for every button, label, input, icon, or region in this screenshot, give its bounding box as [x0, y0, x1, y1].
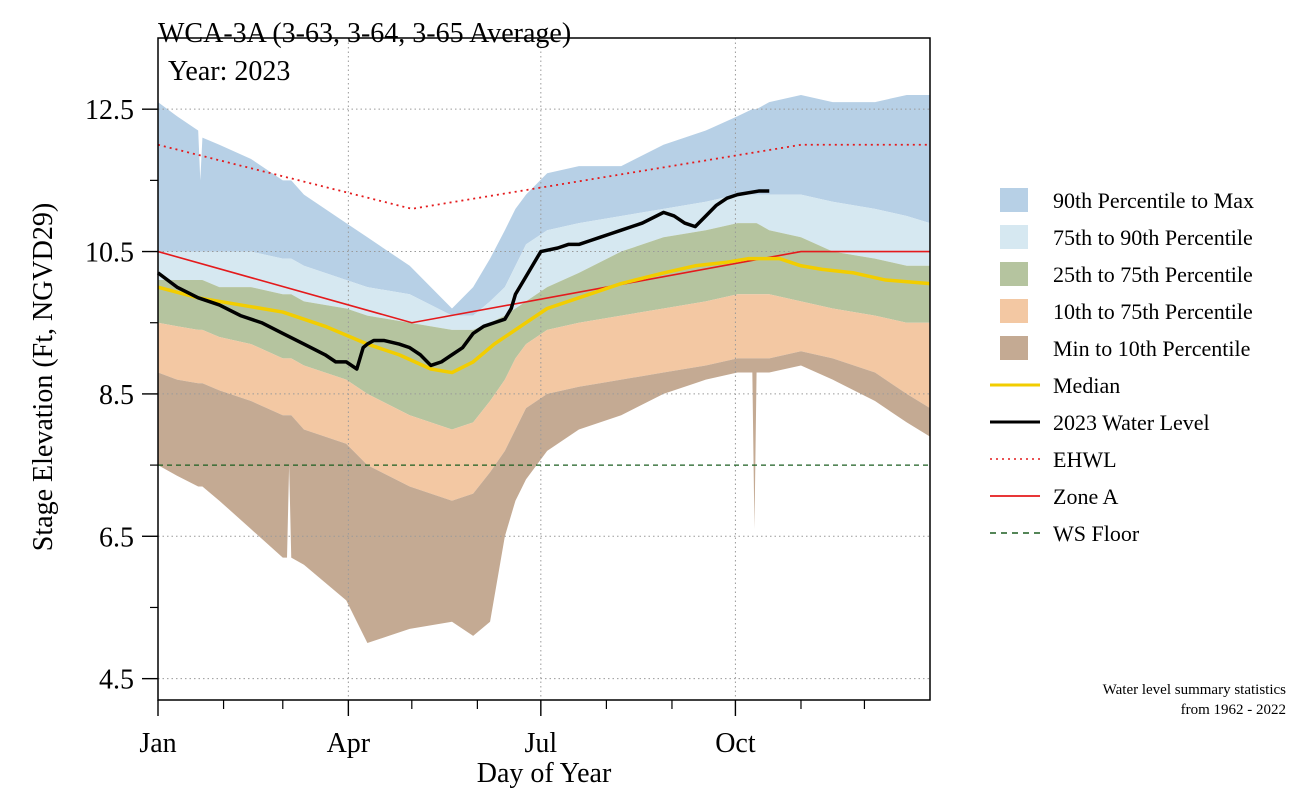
x-tick-label-3: Oct	[715, 728, 756, 759]
x-tick-label-0: Jan	[139, 728, 176, 759]
water-level-2023-line	[156, 189, 770, 371]
legend-label-zone_a: Zone A	[1053, 484, 1118, 509]
note-line-1: Water level summary statistics	[1103, 682, 1286, 698]
legend-swatch-p25_75	[1000, 262, 1028, 286]
legend-label-ehwl: EHWL	[1053, 447, 1117, 472]
legend-label-p90_max: 90th Percentile to Max	[1053, 188, 1254, 213]
legend-label-p10_25: 10th to 75th Percentile	[1053, 299, 1253, 324]
band-75th-to-90th	[158, 194, 930, 330]
legend-label-ws_floor: WS Floor	[1053, 521, 1140, 546]
legend: 90th Percentile to Max 75th to 90th Perce…	[990, 188, 1254, 546]
y-tick-label-0: 4.5	[99, 665, 134, 696]
x-axis-label: Day of Year	[477, 758, 612, 789]
legend-swatch-p75_90	[1000, 225, 1028, 249]
legend-label-water_level: 2023 Water Level	[1053, 410, 1210, 435]
legend-label-p75_90: 75th to 90th Percentile	[1053, 225, 1253, 250]
legend-label-min_10: Min to 10th Percentile	[1053, 336, 1250, 361]
chart-subtitle: Year: 2023	[168, 56, 290, 87]
plot-frame	[157, 37, 931, 701]
y-axis-label: Stage Elevation (Ft, NGVD29)	[28, 203, 59, 551]
y-tick-label-1: 6.5	[99, 522, 134, 553]
legend-label-p25_75: 25th to 75th Percentile	[1053, 262, 1253, 287]
legend-swatch-min_10	[1000, 336, 1028, 360]
band-10th-to-25th	[158, 294, 930, 501]
legend-swatch-p10_25	[1000, 299, 1028, 323]
legend-swatch-p90_max	[1000, 188, 1028, 212]
y-tick-label-2: 8.5	[99, 380, 134, 411]
data-lines	[156, 189, 931, 375]
y-tick-label-3: 10.5	[85, 238, 134, 269]
median-line	[157, 256, 931, 375]
note-line-2: from 1962 - 2022	[1181, 702, 1286, 718]
percentile-bands	[158, 94, 930, 644]
axes: 4.5 6.5 8.5 10.5 12.5 Jan Apr Jul Oct	[85, 95, 866, 759]
legend-label-median: Median	[1053, 373, 1120, 398]
x-tick-label-2: Jul	[524, 728, 557, 759]
y-tick-label-4: 12.5	[85, 95, 134, 126]
band-90th-to-max	[158, 94, 930, 316]
ehwl-line	[157, 143, 930, 210]
x-tick-label-1: Apr	[327, 728, 371, 759]
band-25th-to-75th	[158, 223, 930, 430]
chart-title: WCA-3A (3-63, 3-64, 3-65 Average)	[158, 18, 571, 49]
band-min-to-10th	[158, 351, 930, 644]
